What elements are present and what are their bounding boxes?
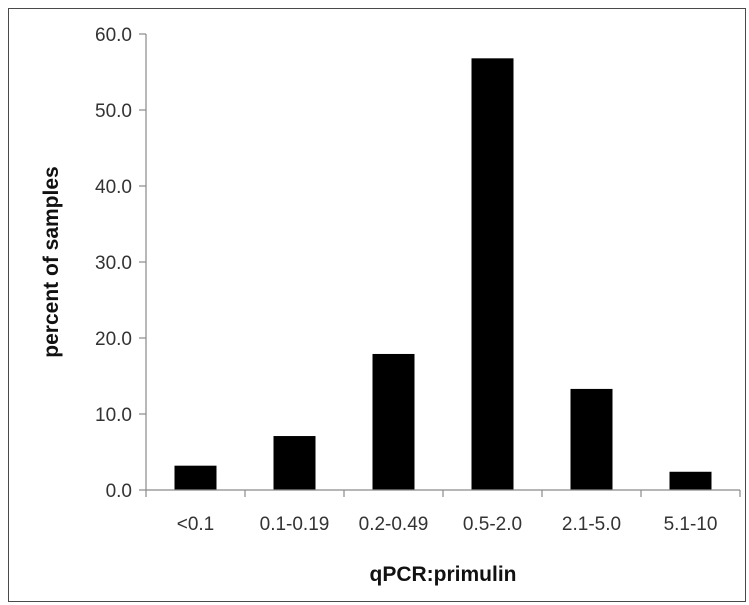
x-tick-label: 0.2-0.49 <box>359 514 429 535</box>
y-tick-label: 10.0 <box>95 405 132 426</box>
y-axis-ticks: 0.0 10.0 20.0 30.0 40.0 50.0 60.0 <box>95 25 146 502</box>
y-tick-label: 60.0 <box>95 25 132 46</box>
y-tick-label: 40.0 <box>95 177 132 198</box>
x-tick-label: 5.1-10 <box>664 514 718 535</box>
x-tick-label: <0.1 <box>177 514 215 535</box>
bar <box>570 388 613 490</box>
chart-frame <box>8 8 746 602</box>
bar <box>669 471 712 490</box>
x-axis-title: qPCR:primulin <box>370 563 517 586</box>
bar <box>174 465 217 490</box>
bar <box>471 58 514 490</box>
y-tick-label: 30.0 <box>95 253 132 274</box>
y-tick-label: 0.0 <box>106 481 132 502</box>
axes <box>145 34 740 491</box>
bar <box>372 353 415 490</box>
bar <box>273 436 316 490</box>
x-axis-ticks: <0.1 0.1-0.19 0.2-0.49 0.5-2.0 2.1-5.0 5.1-10 <box>145 490 741 535</box>
x-tick-label: 0.5-2.0 <box>463 514 522 535</box>
x-tick-label: 0.1-0.19 <box>260 514 330 535</box>
bars <box>174 58 712 490</box>
y-tick-label: 20.0 <box>95 329 132 350</box>
x-tick-label: 2.1-5.0 <box>562 514 621 535</box>
y-axis-title: percent of samples <box>40 166 63 357</box>
y-tick-label: 50.0 <box>95 101 132 122</box>
